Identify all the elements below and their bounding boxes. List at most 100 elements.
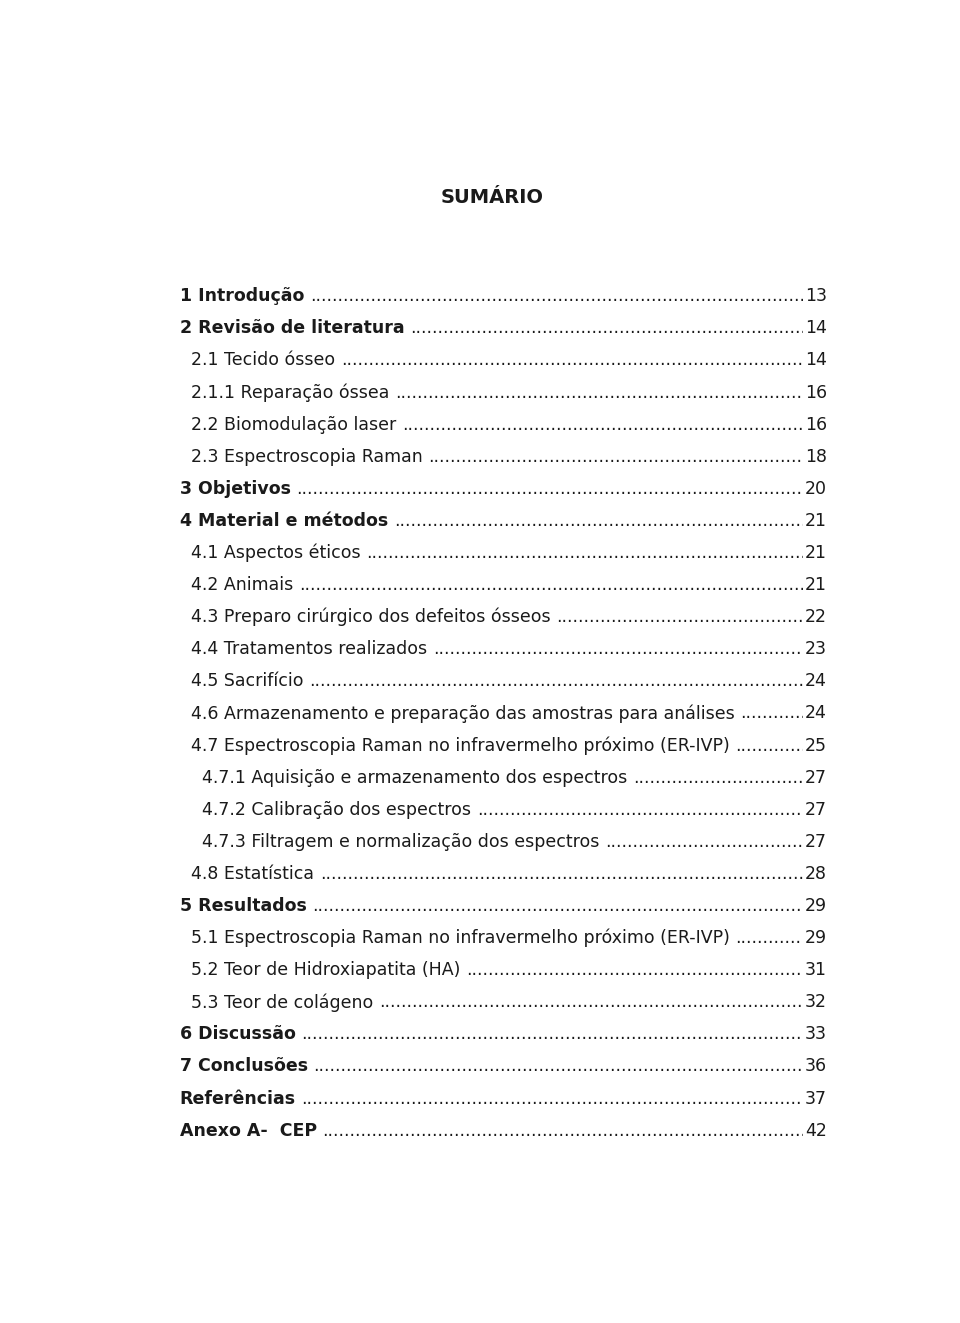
Text: 4 Material e métodos: 4 Material e métodos: [180, 512, 388, 531]
Text: 4.2 Animais: 4.2 Animais: [191, 576, 293, 594]
Text: 23: 23: [804, 640, 827, 659]
Text: 1 Introdução: 1 Introdução: [180, 287, 304, 306]
Text: 36: 36: [804, 1057, 827, 1076]
Text: 14: 14: [804, 319, 827, 337]
Text: ................................................................................: ........................................…: [367, 544, 960, 562]
Bar: [299, 566, 803, 605]
Text: 32: 32: [804, 994, 827, 1011]
Text: 16: 16: [804, 415, 827, 434]
Bar: [323, 1111, 803, 1150]
Bar: [395, 373, 803, 411]
Text: 2.1.1 Reparação óssea: 2.1.1 Reparação óssea: [191, 384, 389, 402]
Text: 2.2 Biomodulação laser: 2.2 Biomodulação laser: [191, 415, 396, 434]
Bar: [301, 1015, 803, 1053]
Text: 2.1 Tecido ósseo: 2.1 Tecido ósseo: [191, 352, 335, 369]
Text: 5.1 Espectroscopia Raman no infravermelho próximo (ER-IVP): 5.1 Espectroscopia Raman no infravermelh…: [191, 929, 730, 947]
Bar: [556, 598, 803, 636]
Bar: [633, 758, 803, 796]
Text: ................................................................................: ........................................…: [379, 994, 960, 1011]
Text: ................................................................................: ........................................…: [309, 672, 960, 691]
Text: ................................................................................: ........................................…: [297, 480, 960, 497]
Text: 4.7.1 Aquisição e armazenamento dos espectros: 4.7.1 Aquisição e armazenamento dos espe…: [202, 769, 627, 787]
Bar: [433, 630, 803, 668]
Text: 21: 21: [804, 512, 827, 531]
Bar: [312, 886, 803, 925]
Bar: [605, 823, 803, 861]
Text: 6 Discussão: 6 Discussão: [180, 1025, 296, 1044]
Bar: [309, 662, 803, 701]
Text: 5 Resultados: 5 Resultados: [180, 897, 306, 916]
Bar: [735, 726, 803, 765]
Text: 4.3 Preparo cirúrgico dos defeitos ósseos: 4.3 Preparo cirúrgico dos defeitos ósseo…: [191, 609, 550, 626]
Bar: [379, 983, 803, 1021]
Text: Anexo A-  CEP: Anexo A- CEP: [180, 1122, 317, 1139]
Text: 27: 27: [804, 800, 827, 819]
Bar: [740, 695, 803, 733]
Text: 28: 28: [804, 865, 827, 882]
Text: ................................................................................: ........................................…: [314, 1057, 960, 1076]
Text: 4.7.2 Calibração dos espectros: 4.7.2 Calibração dos espectros: [202, 800, 470, 819]
Text: ................................................................................: ........................................…: [310, 287, 960, 306]
Text: 4.7 Espectroscopia Raman no infravermelho próximo (ER-IVP): 4.7 Espectroscopia Raman no infravermelh…: [191, 737, 730, 755]
Text: 21: 21: [804, 576, 827, 594]
Text: 2.3 Espectroscopia Raman: 2.3 Espectroscopia Raman: [191, 447, 422, 466]
Text: 4.7.3 Filtragem e normalização dos espectros: 4.7.3 Filtragem e normalização dos espec…: [202, 832, 599, 851]
Text: 4.8 Estatística: 4.8 Estatística: [191, 865, 314, 882]
Text: ................................................................................: ........................................…: [477, 800, 960, 819]
Bar: [466, 951, 803, 990]
Text: ................................................................................: ........................................…: [433, 640, 960, 659]
Text: 24: 24: [804, 672, 827, 691]
Text: Referências: Referências: [180, 1090, 296, 1107]
Text: 4.4 Tratamentos realizados: 4.4 Tratamentos realizados: [191, 640, 427, 659]
Text: 13: 13: [804, 287, 827, 306]
Bar: [428, 438, 803, 476]
Text: 21: 21: [804, 544, 827, 562]
Text: ................................................................................: ........................................…: [410, 319, 960, 337]
Text: 3 Objetivos: 3 Objetivos: [180, 480, 291, 497]
Text: ................................................................................: ........................................…: [428, 447, 960, 466]
Text: 29: 29: [804, 929, 827, 947]
Text: 25: 25: [804, 737, 827, 754]
Bar: [477, 790, 803, 830]
Text: 4.5 Sacrifício: 4.5 Sacrifício: [191, 672, 303, 691]
Text: ................................................................................: ........................................…: [556, 609, 960, 626]
Bar: [402, 405, 803, 445]
Text: 5.2 Teor de Hidroxiapatita (HA): 5.2 Teor de Hidroxiapatita (HA): [191, 962, 460, 979]
Text: SUMÁRIO: SUMÁRIO: [441, 188, 543, 206]
Text: ................................................................................: ........................................…: [402, 415, 960, 434]
Bar: [301, 1080, 803, 1118]
Bar: [314, 1048, 803, 1086]
Text: ................................................................................: ........................................…: [466, 962, 960, 979]
Text: ................................................................................: ........................................…: [301, 1025, 960, 1044]
Bar: [297, 470, 803, 508]
Text: 7 Conclusões: 7 Conclusões: [180, 1057, 307, 1076]
Text: 27: 27: [804, 832, 827, 851]
Text: 18: 18: [804, 447, 827, 466]
Text: ................................................................................: ........................................…: [735, 929, 960, 947]
Text: 2 Revisão de literatura: 2 Revisão de literatura: [180, 319, 404, 337]
Text: ................................................................................: ........................................…: [323, 1122, 960, 1139]
Text: ................................................................................: ........................................…: [395, 384, 960, 402]
Text: 4.1 Aspectos éticos: 4.1 Aspectos éticos: [191, 544, 360, 562]
Text: ................................................................................: ........................................…: [312, 897, 960, 916]
Text: 24: 24: [804, 704, 827, 722]
Text: 4.6 Armazenamento e preparação das amostras para análises: 4.6 Armazenamento e preparação das amost…: [191, 704, 734, 722]
Text: 29: 29: [804, 897, 827, 916]
Bar: [394, 501, 803, 540]
Bar: [367, 533, 803, 573]
Text: ................................................................................: ........................................…: [605, 832, 960, 851]
Text: 33: 33: [804, 1025, 827, 1044]
Bar: [410, 310, 803, 348]
Text: 16: 16: [804, 384, 827, 402]
Text: 22: 22: [804, 609, 827, 626]
Text: ................................................................................: ........................................…: [341, 352, 960, 369]
Text: ................................................................................: ........................................…: [633, 769, 960, 787]
Text: ................................................................................: ........................................…: [320, 865, 960, 882]
Bar: [310, 277, 803, 316]
Bar: [320, 855, 803, 893]
Text: 5.3 Teor de colágeno: 5.3 Teor de colágeno: [191, 994, 372, 1012]
Text: ................................................................................: ........................................…: [301, 1090, 960, 1107]
Bar: [735, 918, 803, 958]
Text: 20: 20: [804, 480, 827, 497]
Text: 14: 14: [804, 352, 827, 369]
